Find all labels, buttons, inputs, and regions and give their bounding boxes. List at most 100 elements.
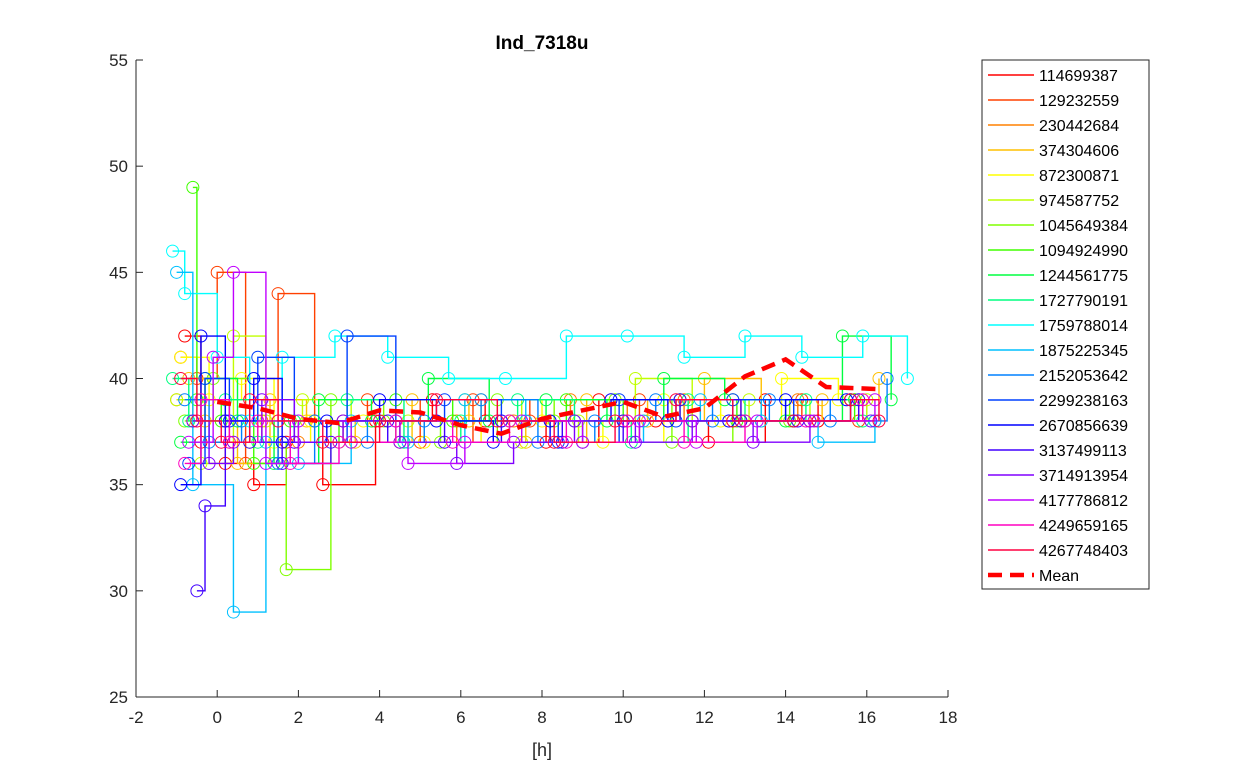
data-point xyxy=(194,329,208,343)
data-point xyxy=(312,393,326,407)
series-4267748403 xyxy=(174,372,886,449)
data-point xyxy=(247,372,261,385)
data-point xyxy=(178,287,192,301)
legend-item: 4177786812 xyxy=(988,493,1128,510)
data-point xyxy=(206,350,220,364)
data-point xyxy=(381,350,395,364)
x-tick-label: 0 xyxy=(212,708,221,727)
data-point xyxy=(174,478,188,492)
x-tick-label: -2 xyxy=(128,708,143,727)
data-point xyxy=(620,329,634,343)
data-point xyxy=(442,372,456,385)
mean-line xyxy=(216,356,880,437)
data-point xyxy=(166,372,180,385)
data-point xyxy=(657,372,671,385)
data-point xyxy=(190,584,204,598)
x-tick-label: 18 xyxy=(939,708,958,727)
data-point xyxy=(559,329,573,343)
data-point xyxy=(401,456,415,470)
legend-items: 114699387 129232559 230442684 374304606 8723… xyxy=(988,68,1128,585)
legend-item: 230442684 xyxy=(988,118,1119,135)
data-point xyxy=(210,265,224,279)
data-point xyxy=(340,329,354,343)
data-point xyxy=(677,435,691,449)
legend-label: 2670856639 xyxy=(1039,418,1128,435)
data-point xyxy=(316,478,330,492)
data-point xyxy=(174,350,188,364)
data-point xyxy=(811,435,825,449)
legend-item: 974587752 xyxy=(988,193,1119,210)
legend-item: 4249659165 xyxy=(988,518,1128,535)
data-point xyxy=(884,393,898,407)
data-point xyxy=(787,414,801,428)
data-point xyxy=(446,435,460,449)
mean-layer xyxy=(216,356,880,437)
legend-item: 1244561775 xyxy=(988,268,1128,285)
data-point xyxy=(198,499,212,513)
y-ticks: 25 30 35 40 45 50 55 xyxy=(109,51,143,707)
data-point xyxy=(498,372,512,385)
legend-item: 2299238163 xyxy=(988,393,1128,410)
data-point xyxy=(259,456,273,470)
data-point xyxy=(190,414,204,428)
chart-title: Ind_7318u xyxy=(496,33,589,54)
legend-label: 114699387 xyxy=(1039,68,1118,85)
legend-label: 3137499113 xyxy=(1039,443,1127,460)
y-tick-label: 45 xyxy=(109,263,128,282)
plot-area: -2 0 2 4 6 8 10 12 14 16 18 25 30 35 40 45 50 55 xyxy=(109,51,957,727)
data-point xyxy=(421,372,435,385)
legend-item: 3137499113 xyxy=(988,443,1127,460)
series-line xyxy=(180,377,880,443)
series-layer xyxy=(166,180,914,619)
legend-item: 1727790191 xyxy=(988,293,1128,310)
data-point xyxy=(226,605,240,619)
data-point xyxy=(178,393,192,407)
data-point xyxy=(271,287,285,301)
data-point xyxy=(182,435,196,449)
data-point xyxy=(844,393,858,407)
legend-item: 1875225345 xyxy=(988,343,1128,360)
legend-label: 374304606 xyxy=(1039,143,1119,160)
data-point xyxy=(795,350,809,364)
data-point xyxy=(880,372,894,385)
data-point xyxy=(547,435,561,449)
legend-label: 4267748403 xyxy=(1039,543,1128,560)
data-point xyxy=(271,414,285,428)
legend-item: 2670856639 xyxy=(988,418,1128,435)
x-tick-label: 16 xyxy=(857,708,876,727)
x-tick-label: 14 xyxy=(776,708,795,727)
legend-label: 2152053642 xyxy=(1039,368,1128,385)
data-point xyxy=(295,393,309,407)
legend-label: 1727790191 xyxy=(1039,293,1128,310)
legend-item: 2152053642 xyxy=(988,368,1128,385)
data-point xyxy=(775,372,789,385)
legend-label: 230442684 xyxy=(1039,118,1119,135)
legend-item: 1045649384 xyxy=(988,218,1128,235)
legend: 114699387 129232559 230442684 374304606 8723… xyxy=(981,59,1150,590)
data-point xyxy=(178,329,192,343)
data-point xyxy=(900,372,914,385)
data-point xyxy=(283,456,297,470)
data-point xyxy=(287,435,301,449)
legend-label: 4177786812 xyxy=(1039,493,1128,510)
data-point xyxy=(677,350,691,364)
data-point xyxy=(872,414,886,428)
legend-item: 872300871 xyxy=(988,168,1119,185)
legend-label: 1244561775 xyxy=(1039,268,1128,285)
y-tick-label: 50 xyxy=(109,157,128,176)
legend-label: 1094924990 xyxy=(1039,243,1128,260)
x-tick-label: 10 xyxy=(614,708,633,727)
data-point xyxy=(835,329,849,343)
data-point xyxy=(202,456,216,470)
series-line xyxy=(172,250,909,422)
data-point xyxy=(214,435,228,449)
data-point xyxy=(373,414,387,428)
data-point xyxy=(669,393,683,407)
legend-item: 3714913954 xyxy=(988,468,1128,485)
legend-item-mean: Mean xyxy=(988,568,1079,585)
legend-item: 1759788014 xyxy=(988,318,1128,335)
legend-item: 114699387 xyxy=(988,68,1118,85)
legend-label: 4249659165 xyxy=(1039,518,1128,535)
legend-label: 1759788014 xyxy=(1039,318,1128,335)
data-point xyxy=(628,372,642,385)
